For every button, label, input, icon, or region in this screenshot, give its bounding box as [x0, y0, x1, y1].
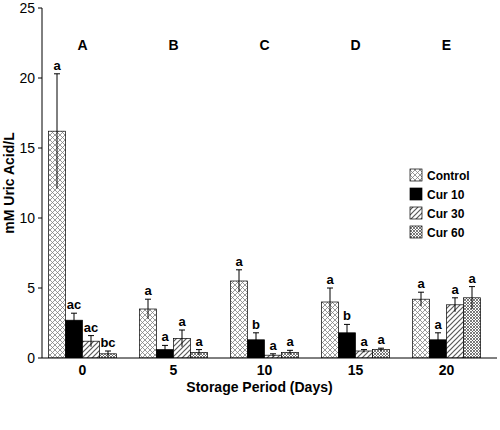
legend: Control Cur 10 Cur 30 Cur 60 — [410, 169, 470, 240]
error-bar — [88, 336, 94, 347]
legend-label: Cur 10 — [427, 188, 465, 202]
group-label: A — [77, 37, 87, 53]
y-tick — [38, 148, 42, 149]
legend-label: Control — [427, 169, 470, 183]
bar — [231, 281, 248, 358]
significance-letter: a — [434, 317, 442, 332]
error-bar — [327, 288, 333, 316]
error-bar — [196, 350, 202, 356]
error-bar — [253, 333, 259, 347]
significance-letter: a — [178, 314, 186, 329]
y-tick-label: 5 — [27, 280, 35, 296]
error-bar — [344, 324, 350, 341]
y-tick-label: 25 — [19, 0, 35, 16]
significance-letter: a — [286, 334, 294, 349]
significance-letter: a — [468, 271, 476, 286]
error-bar — [287, 350, 293, 354]
error-bar — [378, 348, 384, 351]
significance-letter: a — [326, 272, 334, 287]
significance-letter: bc — [100, 335, 115, 350]
y-tick — [38, 288, 42, 289]
significance-letter: a — [161, 329, 169, 344]
significance-letter: a — [417, 276, 425, 291]
legend-swatch — [410, 169, 422, 181]
y-tick-label: 10 — [19, 210, 35, 226]
error-bar — [54, 74, 60, 189]
bar — [413, 299, 430, 358]
legend-swatch — [410, 188, 422, 200]
group-label: E — [442, 37, 451, 53]
y-tick — [38, 358, 42, 359]
significance-letter: ac — [84, 320, 98, 335]
chart: aaaaaacabbaacaaaabcaaaaABCDE051015202505… — [0, 0, 500, 430]
bars — [49, 74, 481, 358]
bar — [447, 305, 464, 358]
significance-letter: a — [269, 338, 277, 353]
error-bar — [105, 351, 111, 357]
error-bar — [179, 330, 185, 347]
significance-letter: a — [377, 332, 385, 347]
significance-letter: a — [53, 58, 61, 73]
significance-letter: ac — [67, 297, 81, 312]
error-bar — [361, 350, 367, 353]
y-axis — [42, 8, 43, 358]
significance-letter: a — [144, 283, 152, 298]
y-tick-label: 20 — [19, 70, 35, 86]
y-tick — [38, 78, 42, 79]
legend-label: Cur 30 — [427, 207, 465, 221]
significance-letter: a — [195, 334, 203, 349]
legend-swatch — [410, 207, 422, 219]
significance-letter: b — [252, 317, 260, 332]
error-bar — [270, 354, 276, 357]
significance-letter: b — [343, 308, 351, 323]
significance-letter: a — [235, 254, 243, 269]
group-label: C — [259, 37, 269, 53]
significance-letter: a — [451, 282, 459, 297]
group-label: B — [168, 37, 178, 53]
y-axis-title: mM Uric Acid/L — [1, 132, 17, 234]
error-bar — [71, 313, 77, 327]
x-tick-label: 0 — [79, 362, 87, 378]
legend-label: Cur 60 — [427, 226, 465, 240]
y-tick — [38, 8, 42, 9]
x-tick-label: 15 — [348, 362, 364, 378]
significance-letter: a — [360, 334, 368, 349]
error-bar — [145, 299, 151, 319]
error-bar — [418, 292, 424, 306]
x-axis-title: Storage Period (Days) — [186, 379, 332, 395]
error-bar — [236, 270, 242, 292]
y-tick-label: 0 — [27, 350, 35, 366]
x-tick-label: 5 — [170, 362, 178, 378]
error-bar — [452, 298, 458, 312]
error-bar — [162, 345, 168, 353]
legend-swatch — [410, 226, 422, 238]
x-tick-label: 10 — [257, 362, 273, 378]
group-label: D — [350, 37, 360, 53]
error-bar — [435, 333, 441, 347]
y-tick — [38, 218, 42, 219]
x-tick-label: 20 — [439, 362, 455, 378]
y-tick-label: 15 — [19, 140, 35, 156]
x-axis — [42, 358, 497, 359]
error-bar — [469, 287, 475, 309]
